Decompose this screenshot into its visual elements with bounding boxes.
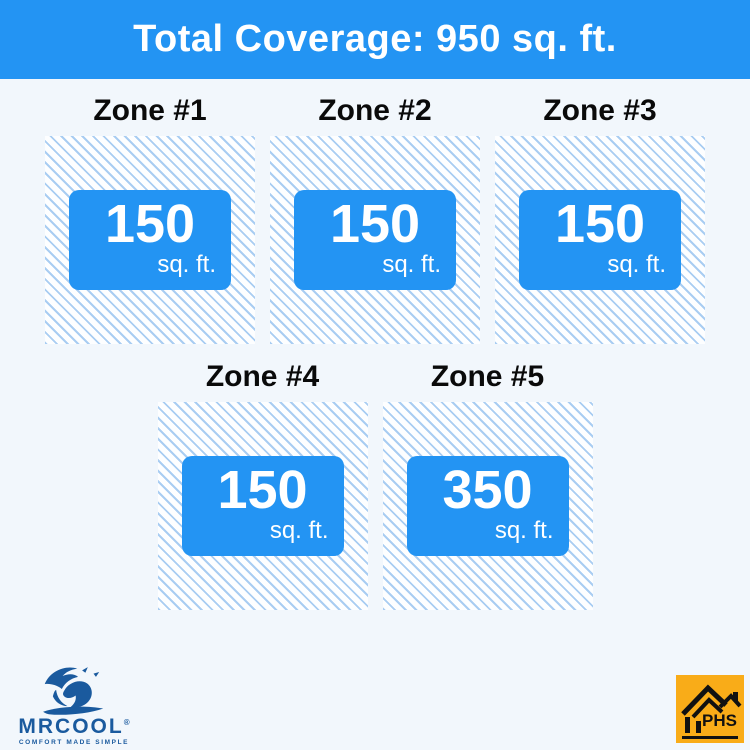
coverage-unit: sq. ft.: [607, 251, 666, 279]
zone-title: Zone #4: [205, 360, 320, 393]
coverage-badge: 150 sq. ft.: [69, 190, 231, 290]
coverage-unit: sq. ft.: [157, 251, 216, 279]
coverage-value: 150: [104, 194, 196, 254]
zone-coverage-area: 150 sq. ft.: [495, 136, 705, 344]
coverage-unit: sq. ft.: [382, 251, 441, 279]
mrcool-name: MRCOOL: [18, 715, 124, 738]
zone-title: Zone #3: [543, 94, 657, 127]
coverage-value: 350: [442, 460, 533, 520]
mrcool-wordmark: MRCOOL®: [18, 716, 129, 737]
mrcool-tagline: COMFORT MADE SIMPLE: [18, 739, 130, 746]
zone-coverage-area: 150 sq. ft.: [270, 136, 480, 344]
phs-label: PHS: [702, 711, 737, 730]
zone-coverage-area: 150 sq. ft.: [157, 402, 368, 610]
page-title: Total Coverage: 950 sq. ft.: [133, 18, 617, 60]
zone-card-1: Zone #1 150 sq. ft.: [45, 93, 255, 344]
zone-row-bottom: Zone #4 150 sq. ft. Zone #5 350 sq. ft.: [0, 359, 750, 610]
zone-card-4: Zone #4 150 sq. ft.: [157, 359, 368, 610]
coverage-badge: 150 sq. ft.: [519, 190, 681, 290]
coverage-unit: sq. ft.: [494, 517, 554, 545]
zone-row-top: Zone #1 150 sq. ft. Zone #2 150 sq. ft. …: [0, 93, 750, 344]
registered-mark-icon: ®: [123, 718, 130, 727]
coverage-unit: sq. ft.: [269, 517, 329, 545]
zone-title: Zone #2: [318, 94, 432, 127]
zone-title: Zone #5: [430, 360, 545, 393]
zone-card-3: Zone #3 150 sq. ft.: [495, 93, 705, 344]
phs-house-icon: [681, 684, 742, 739]
zone-coverage-area: 150 sq. ft.: [45, 136, 255, 344]
coverage-value: 150: [554, 194, 646, 254]
zone-card-2: Zone #2 150 sq. ft.: [270, 93, 480, 344]
zone-title: Zone #1: [93, 94, 207, 127]
coverage-value: 150: [329, 194, 421, 254]
coverage-value: 150: [217, 460, 308, 520]
zone-card-5: Zone #5 350 sq. ft.: [382, 359, 593, 610]
coverage-badge: 150 sq. ft.: [294, 190, 456, 290]
coverage-badge: 150 sq. ft.: [181, 456, 344, 556]
coverage-badge: 350 sq. ft.: [406, 456, 569, 556]
mrcool-penguin-icon: [43, 667, 104, 715]
header-banner: Total Coverage: 950 sq. ft.: [0, 0, 750, 79]
phs-logo: PHS: [676, 675, 744, 743]
zone-coverage-area: 350 sq. ft.: [382, 402, 593, 610]
mrcool-logo: MRCOOL® COMFORT MADE SIMPLE: [14, 663, 134, 746]
